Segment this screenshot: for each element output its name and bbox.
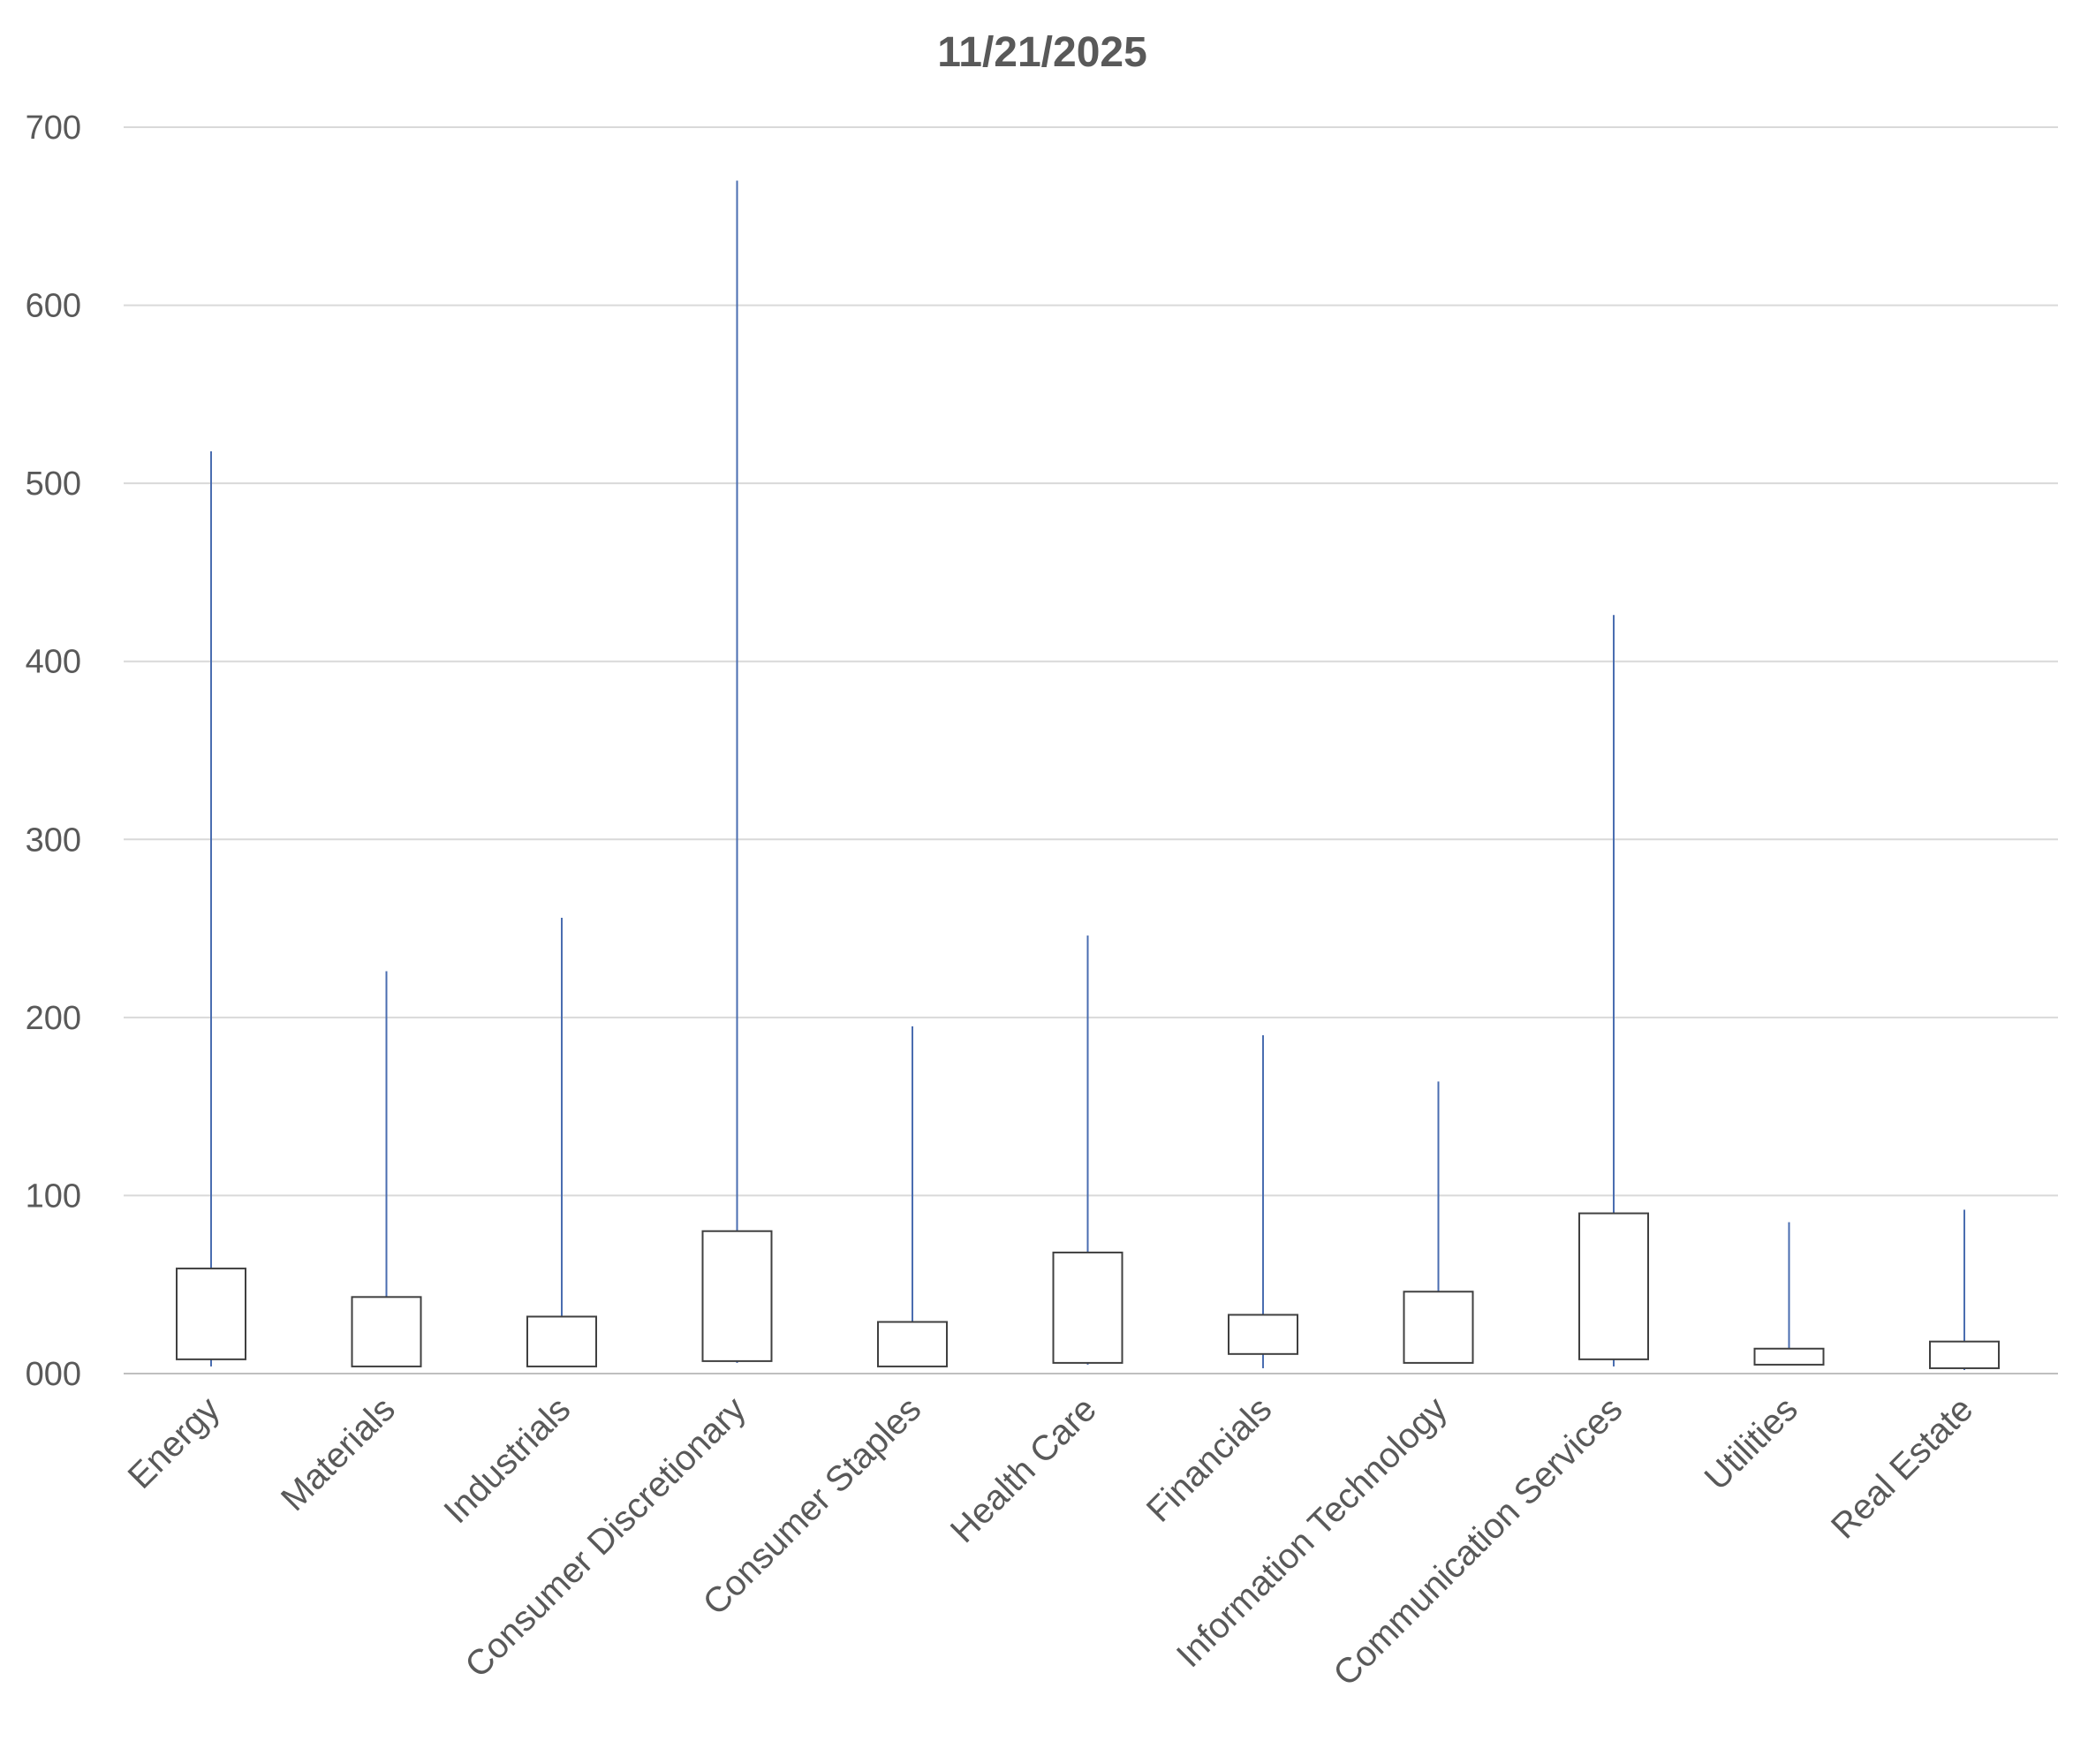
box-group (1578, 615, 1649, 1367)
box (1578, 1212, 1649, 1360)
y-tick-label: 200 (26, 1000, 81, 1037)
box (1753, 1347, 1825, 1366)
box-group (701, 180, 773, 1363)
box (877, 1321, 948, 1367)
chart-title: 11/21/2025 (937, 29, 1147, 76)
y-tick-label: 100 (26, 1177, 81, 1215)
x-tick-label: Real Estate (1824, 1389, 1980, 1546)
plot-area (176, 180, 2000, 1370)
x-tick-label: Consumer Discretionary (458, 1389, 753, 1685)
x-tick-label: Materials (274, 1389, 403, 1518)
y-tick-label: 700 (26, 110, 81, 147)
box (1929, 1340, 2000, 1369)
box (351, 1296, 422, 1367)
x-tick-label: Health Care (943, 1389, 1104, 1550)
y-tick-label: 500 (26, 466, 81, 503)
box-group (526, 917, 597, 1367)
grid-lines (124, 126, 2058, 1374)
x-tick-label: Communication Services (1326, 1389, 1630, 1693)
box-group (351, 971, 422, 1367)
y-tick-label: 400 (26, 644, 81, 681)
box (1403, 1291, 1474, 1364)
y-tick-label: 000 (26, 1356, 81, 1393)
box-group (1052, 935, 1124, 1365)
box (526, 1315, 597, 1367)
box-group (1403, 1081, 1474, 1364)
x-tick-label: Utilities (1698, 1389, 1805, 1497)
box (1052, 1251, 1124, 1364)
y-axis-tick-labels: 000 100 200 300 400 500 600 700 (26, 110, 81, 1393)
box-group (1228, 1035, 1298, 1368)
box (176, 1268, 246, 1360)
box-group (1753, 1222, 1825, 1366)
box (1228, 1314, 1298, 1355)
x-tick-label: Industrials (436, 1389, 578, 1531)
x-tick-label: Energy (121, 1389, 228, 1496)
x-tick-label: Financials (1139, 1389, 1279, 1529)
box (701, 1230, 773, 1362)
y-tick-label: 600 (26, 288, 81, 325)
box-group (877, 1026, 948, 1367)
y-tick-label: 300 (26, 821, 81, 859)
box-group (176, 450, 246, 1367)
box-group (1929, 1209, 2000, 1370)
